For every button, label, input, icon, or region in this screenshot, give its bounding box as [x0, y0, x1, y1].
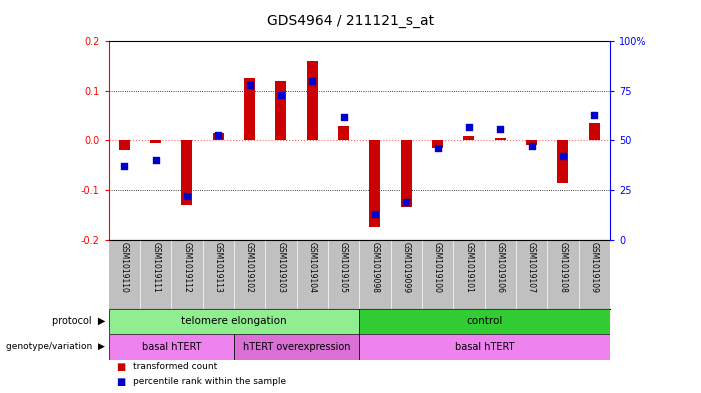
Bar — [119, 140, 130, 151]
Point — [557, 153, 569, 160]
Text: GSM1019107: GSM1019107 — [527, 242, 536, 293]
Bar — [495, 138, 505, 140]
Point — [182, 193, 193, 199]
Point — [244, 82, 255, 88]
Bar — [526, 140, 537, 145]
Text: GSM1019109: GSM1019109 — [590, 242, 599, 293]
Text: GSM1019111: GSM1019111 — [151, 242, 160, 292]
Bar — [213, 133, 224, 140]
Point — [526, 143, 537, 150]
Text: control: control — [466, 316, 503, 326]
Bar — [338, 126, 349, 140]
Point — [306, 78, 318, 84]
Text: GSM1019112: GSM1019112 — [182, 242, 191, 292]
Bar — [401, 140, 411, 208]
Bar — [557, 140, 569, 183]
Text: ■: ■ — [116, 377, 125, 387]
Text: GSM1019104: GSM1019104 — [308, 242, 317, 293]
Text: GSM1019106: GSM1019106 — [496, 242, 505, 293]
Text: basal hTERT: basal hTERT — [142, 342, 201, 352]
Point — [338, 114, 349, 120]
Bar — [234, 334, 360, 360]
Bar — [109, 309, 360, 334]
Text: percentile rank within the sample: percentile rank within the sample — [133, 377, 286, 386]
Point — [495, 125, 506, 132]
Bar — [182, 140, 193, 205]
Text: GSM1019103: GSM1019103 — [276, 242, 285, 293]
Text: GSM1019100: GSM1019100 — [433, 242, 442, 293]
Text: GSM1019101: GSM1019101 — [464, 242, 473, 293]
Bar — [275, 81, 287, 140]
Bar — [369, 140, 381, 227]
Point — [150, 157, 161, 163]
Text: GDS4964 / 211121_s_at: GDS4964 / 211121_s_at — [267, 14, 434, 28]
Bar — [109, 334, 234, 360]
Point — [118, 163, 130, 169]
Text: GSM1019110: GSM1019110 — [120, 242, 129, 293]
Bar — [589, 123, 599, 140]
Text: GSM1019099: GSM1019099 — [402, 242, 411, 293]
Text: GSM1019105: GSM1019105 — [339, 242, 348, 293]
Text: basal hTERT: basal hTERT — [455, 342, 515, 352]
Text: telomere elongation: telomere elongation — [181, 316, 287, 326]
Text: transformed count: transformed count — [133, 362, 217, 371]
Bar — [360, 334, 610, 360]
Text: GSM1019108: GSM1019108 — [559, 242, 567, 293]
Bar — [150, 140, 161, 143]
Point — [432, 145, 443, 152]
Point — [275, 92, 287, 98]
Point — [463, 123, 475, 130]
Point — [589, 112, 600, 118]
Bar — [307, 61, 318, 140]
Text: genotype/variation  ▶: genotype/variation ▶ — [6, 342, 105, 351]
Bar — [360, 309, 610, 334]
Text: protocol  ▶: protocol ▶ — [52, 316, 105, 326]
Point — [369, 211, 381, 217]
Bar — [432, 140, 443, 148]
Text: hTERT overexpression: hTERT overexpression — [243, 342, 350, 352]
Bar — [244, 79, 255, 140]
Point — [212, 131, 224, 138]
Point — [401, 199, 412, 205]
Text: GSM1019113: GSM1019113 — [214, 242, 223, 293]
Text: GSM1019098: GSM1019098 — [370, 242, 379, 293]
Text: GSM1019102: GSM1019102 — [245, 242, 254, 293]
Bar — [463, 136, 475, 140]
Text: ■: ■ — [116, 362, 125, 372]
